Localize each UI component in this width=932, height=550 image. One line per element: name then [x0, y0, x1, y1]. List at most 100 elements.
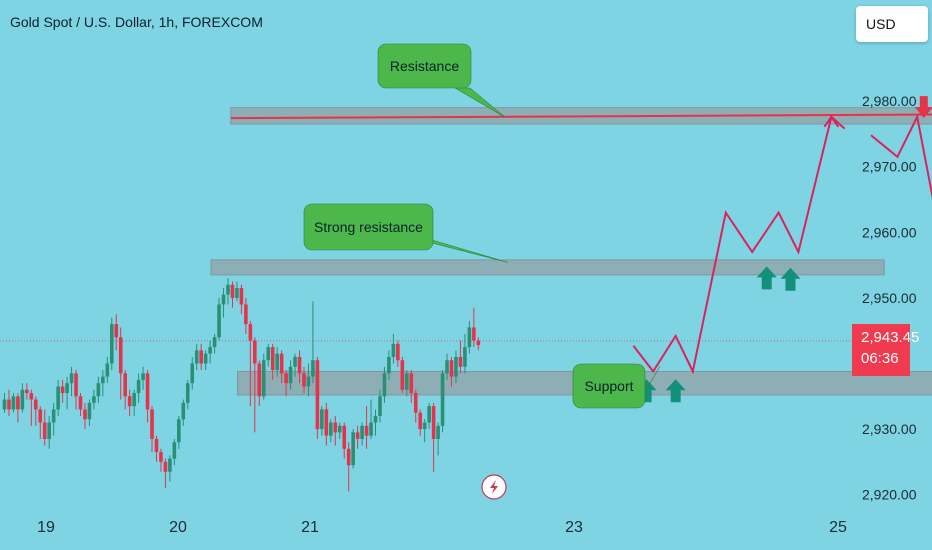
candle-body [194, 350, 199, 364]
candle [118, 327, 123, 400]
candle-body [230, 284, 235, 298]
candle [382, 366, 387, 403]
buy-arrow-marker [780, 267, 801, 291]
candle [163, 458, 168, 489]
candle-body [409, 373, 414, 394]
candle [203, 350, 208, 371]
candle-body [235, 288, 239, 298]
candle [467, 320, 472, 354]
candle-body [248, 324, 253, 341]
candle-body [253, 340, 257, 364]
candle-body [74, 373, 78, 397]
candle-body [324, 409, 329, 436]
callout-support-label: Support [584, 378, 633, 394]
current-price-tag: 2,943.45 06:36 [852, 324, 919, 376]
candle [127, 389, 132, 416]
symbol-title: Gold Spot / U.S. Dollar, 1h, FOREXCOM [10, 14, 263, 30]
candle [409, 370, 414, 403]
candle-body [20, 389, 25, 410]
candle [25, 383, 29, 400]
candle [105, 356, 110, 384]
candle [396, 340, 400, 367]
candle-body [244, 304, 248, 325]
candle-body [65, 383, 69, 394]
candle-body [105, 363, 110, 377]
candle [194, 343, 199, 371]
lightning-glyph [490, 480, 498, 494]
projection-overlay: Resistance Strong resistance Support [230, 43, 932, 500]
candle [400, 356, 405, 394]
projection-path [632, 114, 846, 375]
candle [42, 409, 47, 446]
candle [87, 399, 92, 426]
candle-body [257, 363, 262, 397]
candle-body [181, 402, 186, 420]
candle-body [141, 373, 145, 380]
candle [7, 389, 11, 416]
buy-arrow-marker [756, 266, 777, 290]
candle [235, 281, 239, 302]
candle-body [311, 360, 315, 377]
candle [351, 429, 355, 469]
candle [422, 419, 427, 443]
bar-countdown: 06:36 [861, 350, 899, 367]
candle [360, 422, 364, 446]
candle-body [418, 412, 423, 430]
candle-body [92, 396, 96, 403]
candle [136, 373, 141, 403]
candle-body [449, 360, 454, 377]
candle-body [78, 396, 83, 410]
candle [436, 422, 440, 456]
y-tick-label: 2,950.00 [862, 290, 917, 306]
candle [440, 370, 445, 433]
candle [221, 288, 226, 318]
candle-body [127, 396, 132, 407]
candle [239, 284, 244, 315]
candle-body [87, 402, 92, 420]
x-tick-label: 23 [565, 519, 583, 536]
candle [257, 360, 262, 407]
candle [413, 389, 418, 423]
candle [311, 301, 315, 384]
candle-body [226, 284, 230, 295]
sell-arrow-marker [914, 96, 932, 119]
candle [56, 379, 60, 416]
candle-body [96, 383, 101, 397]
callout-support-box [572, 363, 646, 409]
resistance-line [230, 113, 932, 120]
candle [65, 376, 69, 410]
candle-body [168, 458, 172, 472]
candle-body [346, 448, 351, 466]
candle [248, 320, 253, 407]
candle-body [190, 363, 195, 384]
candle-body [145, 373, 150, 410]
candle [306, 363, 311, 397]
candle-body [56, 386, 60, 410]
candle-body [369, 422, 373, 436]
candle-body [212, 337, 217, 348]
candle [145, 370, 150, 423]
candle [208, 340, 212, 364]
currency-button[interactable]: USD [856, 6, 928, 42]
candle-body [364, 425, 369, 436]
candle [154, 435, 159, 462]
candle-body [351, 432, 355, 466]
callout-strong-resistance-label: Strong resistance [314, 219, 423, 235]
candle-body [396, 343, 400, 361]
candle [69, 366, 74, 397]
candle-body [315, 360, 320, 430]
candle-body [2, 399, 7, 410]
candle [324, 402, 329, 446]
candle [472, 307, 476, 348]
path-arrowhead-up [823, 115, 840, 128]
candle [284, 370, 288, 397]
candle [346, 442, 351, 492]
candle-body [60, 386, 65, 394]
candle [261, 353, 266, 400]
candle-body [69, 373, 74, 384]
zone-strong-resistance [210, 259, 885, 276]
candle [387, 350, 391, 380]
candle [141, 366, 145, 390]
candle-body [436, 425, 440, 439]
candle-body [422, 422, 427, 430]
